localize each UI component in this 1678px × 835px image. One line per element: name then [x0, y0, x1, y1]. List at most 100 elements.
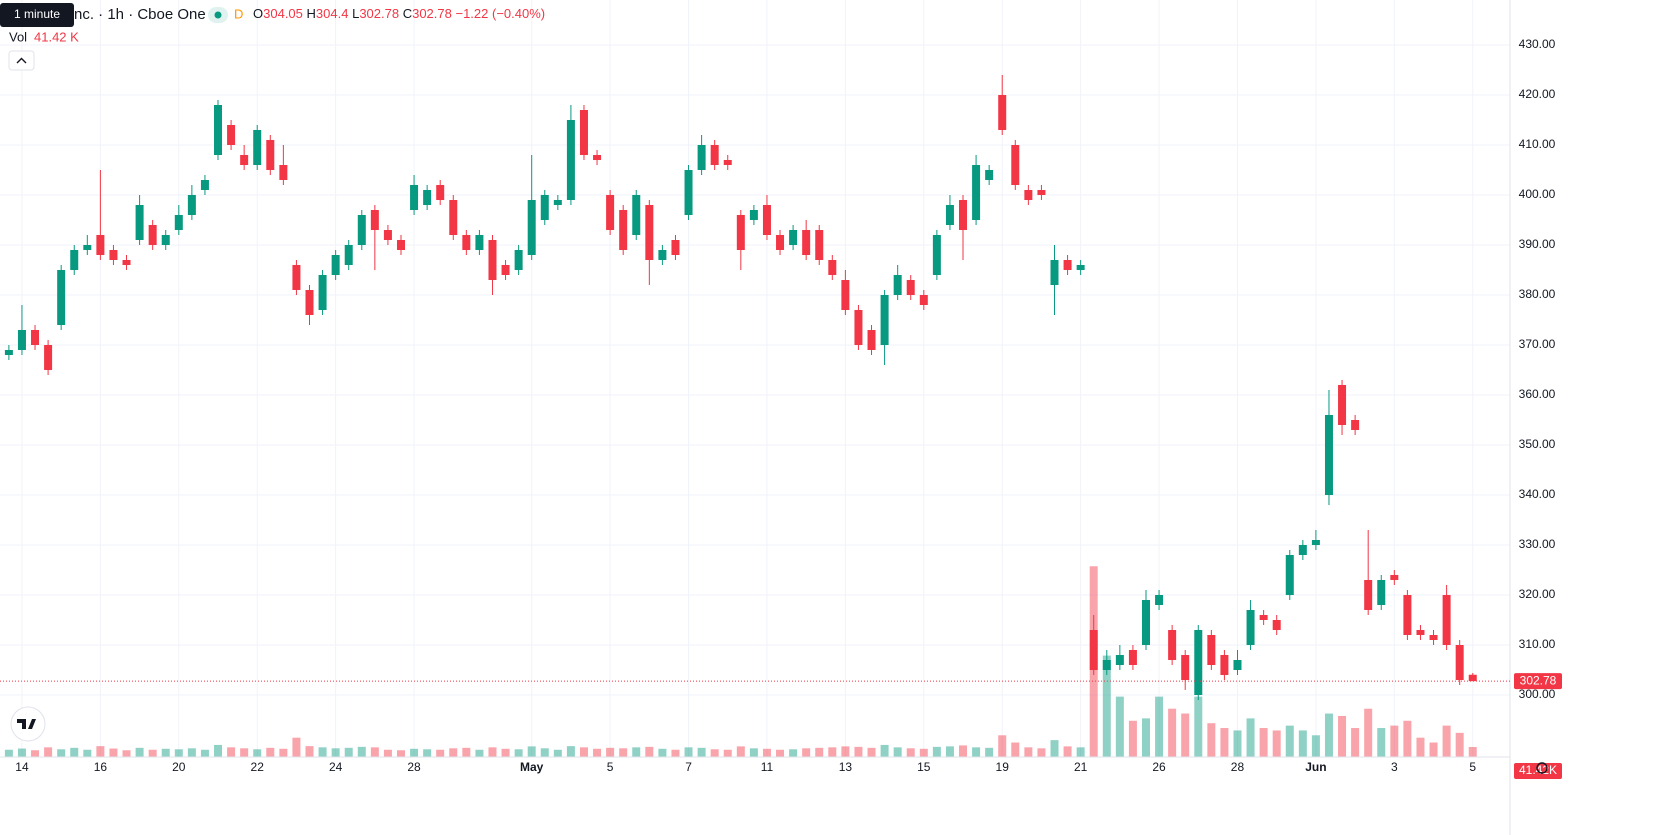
- volume-bar: [1220, 728, 1229, 757]
- candle-body: [344, 245, 353, 265]
- volume-bar: [135, 747, 144, 757]
- volume-bar: [396, 750, 405, 757]
- candle-body: [1076, 265, 1085, 270]
- symbol: nc. · 1h · Cboe One: [74, 6, 206, 23]
- x-tick-label: 7: [685, 760, 692, 774]
- candle-body: [96, 235, 105, 255]
- candle-body: [1128, 650, 1137, 665]
- candle-body: [396, 240, 405, 250]
- volume-bar: [214, 744, 223, 757]
- collapse-button[interactable]: [8, 50, 35, 71]
- volume-bar: [1024, 747, 1033, 757]
- candle-body: [972, 165, 981, 220]
- x-tick-label: 21: [1074, 760, 1088, 774]
- candle-body: [540, 195, 549, 220]
- logo[interactable]: [10, 706, 46, 742]
- volume-bar: [906, 748, 915, 757]
- x-tick-label: 22: [251, 760, 265, 774]
- volume-bar: [919, 748, 928, 757]
- volume-bar: [1168, 708, 1177, 757]
- candle-body: [1194, 630, 1203, 695]
- candle-body: [1168, 630, 1177, 660]
- candle-body: [501, 265, 510, 275]
- candle-body: [1468, 674, 1477, 682]
- volume-bar: [593, 748, 602, 757]
- x-tick-label: 28: [1231, 760, 1245, 774]
- volume-bar: [1207, 723, 1216, 757]
- candle-body: [789, 230, 798, 245]
- change: −1.22 (−0.40%): [455, 6, 545, 21]
- candle-body: [57, 270, 66, 325]
- candle-body: [932, 235, 941, 275]
- candle-body: [1050, 260, 1059, 285]
- candle-body: [815, 230, 824, 260]
- candle-body: [1416, 630, 1425, 635]
- volume-bar: [1181, 713, 1190, 757]
- candle-body: [31, 330, 40, 345]
- volume-bar: [292, 737, 301, 757]
- volume-bar: [266, 747, 275, 757]
- x-tick-label: 16: [94, 760, 108, 774]
- candle-body: [305, 290, 314, 315]
- x-tick-label: 19: [996, 760, 1010, 774]
- candle-body: [331, 255, 340, 275]
- grid: [0, 0, 1510, 757]
- y-tick-label: 420.00: [1519, 87, 1556, 101]
- volume-bar: [1155, 696, 1164, 757]
- volume-bar: [749, 748, 758, 757]
- volume-bar: [331, 748, 340, 757]
- candle-body: [292, 265, 301, 290]
- y-tick-label: 330.00: [1519, 537, 1556, 551]
- volume-bar: [632, 747, 641, 757]
- ohlc: O304.05 H304.4 L302.78 C302.78 −1.22 (−0…: [253, 6, 545, 21]
- volume-bar: [200, 749, 209, 757]
- candle-body: [1102, 660, 1111, 670]
- volume-bar: [1259, 728, 1268, 757]
- candle-body: [383, 230, 392, 240]
- candle-body: [44, 345, 53, 370]
- candle-body: [736, 215, 745, 250]
- candle-body: [1403, 595, 1412, 635]
- candle-body: [1220, 655, 1229, 675]
- candle-body: [1351, 420, 1360, 430]
- volume-bar: [501, 748, 510, 757]
- candle-body: [1011, 145, 1020, 185]
- candle-body: [619, 210, 628, 250]
- candle-body: [906, 280, 915, 295]
- x-tick-label: 5: [607, 760, 614, 774]
- volume-bar: [83, 749, 92, 757]
- candle-body: [266, 140, 275, 170]
- candle-body: [1311, 540, 1320, 545]
- volume-bar: [96, 746, 105, 757]
- h-label: H: [307, 6, 316, 21]
- candle-body: [1324, 415, 1333, 495]
- volume-bar: [815, 747, 824, 757]
- x-tick-label: 15: [917, 760, 931, 774]
- volume-bar: [1011, 742, 1020, 757]
- candle-body: [1429, 635, 1438, 640]
- volume-bar: [1442, 725, 1451, 757]
- collapse-icon: [16, 57, 27, 64]
- volume-bar: [566, 746, 575, 757]
- volume-bar: [17, 748, 26, 757]
- candle-body: [370, 210, 379, 230]
- volume-bar: [945, 746, 954, 757]
- volume-bar: [1338, 715, 1347, 757]
- settings-icon[interactable]: [1536, 762, 1548, 774]
- candle-body: [880, 295, 889, 345]
- volume-bar: [174, 749, 183, 757]
- candle-body: [227, 125, 236, 145]
- volume-bar: [253, 749, 262, 757]
- candle-body: [1037, 190, 1046, 195]
- candle-body: [1298, 545, 1307, 555]
- volume-bar: [383, 749, 392, 757]
- candle-body: [1155, 595, 1164, 605]
- volume-bar: [1076, 747, 1085, 757]
- candle-body: [148, 225, 157, 245]
- volume-bar: [1050, 740, 1059, 757]
- volume-bar: [579, 747, 588, 757]
- volume-bar: [1246, 718, 1255, 757]
- candle-body: [187, 195, 196, 215]
- candle-body: [1377, 580, 1386, 605]
